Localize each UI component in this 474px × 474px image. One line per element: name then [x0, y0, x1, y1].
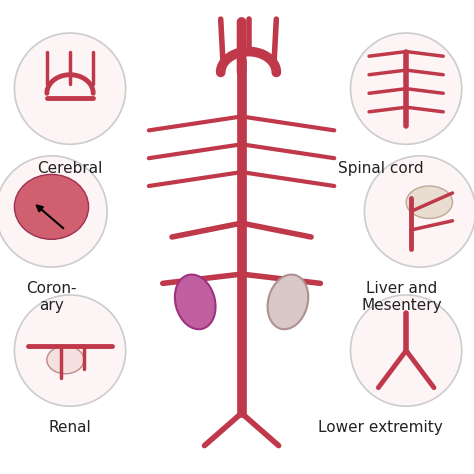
Text: Cerebral: Cerebral — [37, 161, 103, 175]
Ellipse shape — [14, 174, 89, 239]
Circle shape — [350, 33, 462, 144]
Text: Renal: Renal — [49, 420, 91, 435]
Circle shape — [14, 33, 126, 144]
Ellipse shape — [268, 274, 308, 329]
Text: Liver and
Mesentery: Liver and Mesentery — [361, 281, 442, 313]
Text: Lower extremity: Lower extremity — [318, 420, 443, 435]
Circle shape — [14, 295, 126, 406]
Text: Coron-
ary: Coron- ary — [26, 281, 77, 313]
Circle shape — [350, 295, 462, 406]
Ellipse shape — [47, 346, 84, 374]
Text: Spinal cord: Spinal cord — [338, 161, 423, 175]
Ellipse shape — [175, 274, 216, 329]
Circle shape — [0, 156, 107, 267]
Ellipse shape — [406, 186, 453, 219]
Circle shape — [365, 156, 474, 267]
